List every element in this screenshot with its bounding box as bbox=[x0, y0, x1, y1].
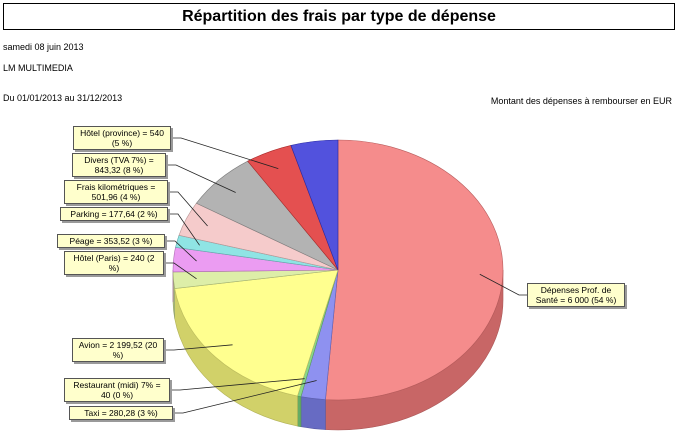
pie-side-2 bbox=[297, 395, 302, 428]
slice-label-2: Restaurant (midi) 7% = 40 (0 %) bbox=[64, 378, 170, 402]
pie-slices bbox=[172, 139, 504, 401]
slice-label-7: Frais kilométriques = 501,96 (4 %) bbox=[64, 180, 168, 204]
leader-line-8 bbox=[168, 164, 236, 193]
slice-label-5: Péage = 353,52 (3 %) bbox=[57, 234, 165, 248]
leader-lines bbox=[166, 137, 527, 414]
leader-line-6 bbox=[170, 213, 200, 246]
slice-label-4: Hôtel (Paris) = 240 (2 %) bbox=[64, 251, 164, 275]
pie-slice-3 bbox=[174, 269, 339, 397]
pie-slice-10 bbox=[290, 139, 339, 271]
slice-label-9: Hôtel (province) = 540 (5 %) bbox=[73, 126, 171, 150]
pie-slice-0 bbox=[325, 139, 504, 401]
company-name: LM MULTIMEDIA bbox=[3, 63, 73, 73]
slice-label-6: Parking = 177,64 (2 %) bbox=[60, 207, 168, 221]
leader-line-4 bbox=[166, 262, 197, 280]
leader-line-9 bbox=[173, 137, 279, 169]
report-date: samedi 08 juin 2013 bbox=[3, 42, 84, 52]
slice-label-0: Dépenses Prof. de Santé = 6 000 (54 %) bbox=[527, 283, 625, 307]
chart-subtitle: Montant des dépenses à rembourser en EUR bbox=[490, 96, 672, 106]
leader-line-7 bbox=[170, 191, 208, 227]
slice-label-8: Divers (TVA 7%) = 843,32 (8 %) bbox=[72, 153, 166, 177]
slice-label-1: Taxi = 280,28 (3 %) bbox=[69, 406, 173, 420]
leader-line-5 bbox=[167, 240, 197, 262]
pie-side-1 bbox=[300, 396, 326, 430]
leader-line-2 bbox=[172, 378, 305, 391]
slice-label-3: Avion = 2 199,52 (20 %) bbox=[72, 338, 164, 362]
chart-title: Répartition des frais par type de dépens… bbox=[3, 3, 675, 30]
report-period: Du 01/01/2013 au 31/12/2013 bbox=[3, 93, 123, 103]
leader-line-0 bbox=[479, 273, 527, 296]
leader-line-1 bbox=[175, 380, 317, 414]
leader-line-3 bbox=[166, 344, 233, 351]
